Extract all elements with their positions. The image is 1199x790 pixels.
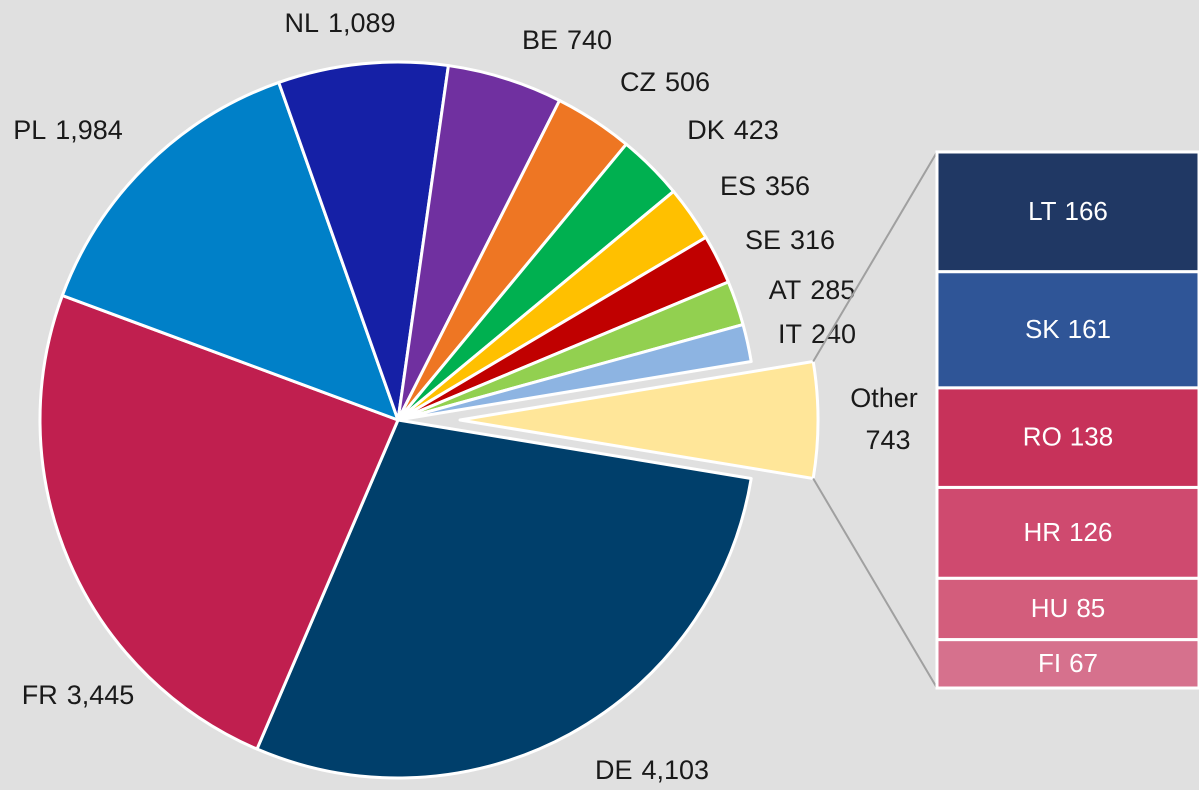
- slice-value: 316: [790, 225, 835, 255]
- slice-category: IT: [778, 319, 802, 349]
- bar-category: SK: [1025, 314, 1060, 344]
- slice-label: BE 740: [522, 25, 612, 55]
- pie-slice: [396, 323, 753, 422]
- connector: [812, 151, 938, 363]
- bar-label: LT 166: [1028, 196, 1108, 226]
- bar-value: 67: [1069, 648, 1098, 678]
- slice-value: 506: [665, 67, 710, 97]
- slice-category: CZ: [620, 67, 656, 97]
- bar-category: LT: [1028, 196, 1057, 226]
- bar-value: 126: [1069, 517, 1112, 547]
- slice-value: 3,445: [67, 680, 135, 710]
- bar-segment: [935, 485, 1199, 580]
- slice-value: 743: [865, 425, 910, 455]
- slice-label: FR 3,445: [22, 680, 135, 710]
- bar-label: HR 126: [1024, 517, 1113, 547]
- bar-category: HU: [1031, 593, 1069, 623]
- slice-label: NL 1,089: [284, 8, 395, 38]
- slice-category: AT: [769, 275, 802, 305]
- bar-segment: [935, 386, 1199, 489]
- slice-label: IT 240: [778, 319, 856, 349]
- bar-segment: [935, 150, 1199, 274]
- slice-value: 1,089: [328, 8, 396, 38]
- bar-label: RO 138: [1023, 422, 1113, 452]
- bar-category: RO: [1023, 422, 1062, 452]
- bar-label: SK 161: [1025, 314, 1111, 344]
- slice-category: DK: [687, 115, 725, 145]
- slice-value: 423: [734, 115, 779, 145]
- slice-category: BE: [522, 25, 558, 55]
- pie-slice: [277, 60, 450, 422]
- slice-category: ES: [720, 171, 756, 201]
- slice-label: DE 4,103: [595, 755, 709, 785]
- slice-category: Other: [850, 383, 918, 413]
- slice-label: AT 285: [769, 275, 856, 305]
- bar-value: 85: [1076, 593, 1105, 623]
- bar-value: 138: [1070, 422, 1113, 452]
- slice-value: 356: [765, 171, 810, 201]
- slice-category: PL: [13, 115, 46, 145]
- slice-value: 740: [567, 25, 612, 55]
- slice-label: SE 316: [745, 225, 835, 255]
- pie-slice: [458, 360, 820, 480]
- slice-label: ES 356: [720, 171, 810, 201]
- bar-value: 166: [1065, 196, 1108, 226]
- bar-value: 161: [1068, 314, 1111, 344]
- slice-category: SE: [745, 225, 781, 255]
- bar-label: FI 67: [1038, 648, 1098, 678]
- pie-slice: [255, 418, 753, 780]
- slice-label: CZ 506: [620, 67, 710, 97]
- slice-label: DK 423: [687, 115, 779, 145]
- slice-value: 1,984: [55, 115, 123, 145]
- slice-category: FR: [22, 680, 58, 710]
- bar-segment: [935, 638, 1199, 690]
- bar-category: FI: [1038, 648, 1061, 678]
- bar-label: HU 85: [1031, 593, 1105, 623]
- slice-value: 240: [811, 319, 856, 349]
- slice-value: 285: [810, 275, 855, 305]
- bar-category: HR: [1024, 517, 1062, 547]
- slice-label: PL 1,984: [13, 115, 123, 145]
- pie-slice: [38, 293, 400, 751]
- slice-category: DE: [595, 755, 633, 785]
- pie-slice: [60, 80, 400, 422]
- slice-value: 4,103: [641, 755, 709, 785]
- connector: [812, 477, 938, 689]
- bar-segment: [935, 576, 1199, 642]
- slice-category: NL: [284, 8, 319, 38]
